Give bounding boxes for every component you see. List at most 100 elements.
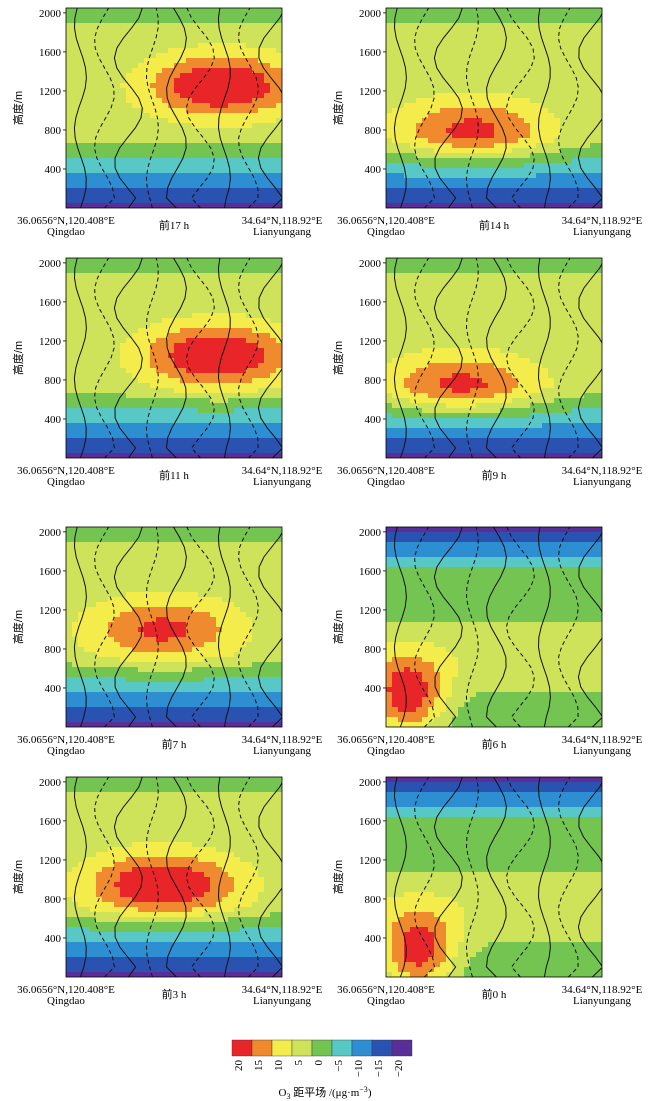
heatmap-cell <box>572 133 579 139</box>
heatmap-cell <box>416 408 423 414</box>
heatmap-cell <box>386 68 393 74</box>
heatmap-cell <box>270 188 277 194</box>
heatmap-cell <box>386 53 393 59</box>
heatmap-cell <box>228 333 235 339</box>
heatmap-cell <box>386 128 393 134</box>
heatmap-cell <box>506 198 513 204</box>
heatmap-cell <box>404 188 411 194</box>
heatmap-cell <box>548 73 555 79</box>
heatmap-cell <box>222 388 229 394</box>
heatmap-cell <box>132 178 139 184</box>
heatmap-cell <box>132 283 139 289</box>
heatmap-cell <box>584 148 591 154</box>
heatmap-cell <box>386 263 393 269</box>
heatmap-cell <box>174 18 181 24</box>
heatmap-cell <box>120 428 127 434</box>
heatmap-cell <box>192 13 199 19</box>
heatmap-cell <box>210 43 217 49</box>
heatmap-cell <box>258 38 265 44</box>
heatmap-cell <box>270 343 277 349</box>
heatmap-cell <box>410 188 417 194</box>
heatmap-cell <box>584 8 591 14</box>
heatmap-cell <box>392 98 399 104</box>
heatmap-cell <box>252 28 259 34</box>
heatmap-cell <box>512 118 519 124</box>
heatmap-cell <box>518 173 525 179</box>
heatmap-cell <box>446 158 453 164</box>
heatmap-cell <box>84 383 91 389</box>
heatmap-cell <box>234 373 241 379</box>
heatmap-cell <box>108 148 115 154</box>
heatmap-cell <box>84 413 91 419</box>
heatmap-cell <box>386 178 393 184</box>
heatmap-cell <box>186 48 193 54</box>
heatmap-cell <box>494 173 501 179</box>
heatmap-cell <box>198 163 205 169</box>
heatmap-cell <box>404 23 411 29</box>
heatmap-cell <box>150 443 157 449</box>
heatmap-cell <box>434 43 441 49</box>
heatmap-cell <box>186 158 193 164</box>
heatmap-cell <box>410 283 417 289</box>
heatmap-cell <box>566 108 573 114</box>
heatmap-cell <box>192 278 199 284</box>
heatmap-cell <box>84 53 91 59</box>
heatmap-cell <box>252 388 259 394</box>
heatmap-cell <box>524 133 531 139</box>
heatmap-cell <box>548 88 555 94</box>
heatmap-cell <box>168 93 175 99</box>
heatmap-cell <box>246 38 253 44</box>
heatmap-cell <box>192 258 199 264</box>
heatmap-cell <box>252 38 259 44</box>
heatmap-cell <box>264 348 271 354</box>
heatmap-cell <box>464 153 471 159</box>
heatmap-cell <box>264 43 271 49</box>
heatmap-cell <box>114 353 121 359</box>
heatmap-cell <box>174 198 181 204</box>
heatmap-cell <box>216 318 223 324</box>
heatmap-cell <box>180 348 187 354</box>
heatmap-cell <box>84 183 91 189</box>
heatmap-cell <box>192 423 199 429</box>
heatmap-cell <box>150 368 157 374</box>
heatmap-cell <box>530 53 537 59</box>
heatmap-cell <box>228 63 235 69</box>
heatmap-cell <box>416 38 423 44</box>
heatmap-cell <box>416 23 423 29</box>
heatmap-cell <box>446 113 453 119</box>
heatmap-cell <box>186 438 193 444</box>
heatmap-cell <box>422 348 429 354</box>
heatmap-cell <box>458 313 465 319</box>
heatmap-cell <box>584 203 591 208</box>
heatmap-cell <box>386 353 393 359</box>
heatmap-cell <box>150 183 157 189</box>
heatmap-cell <box>114 53 121 59</box>
heatmap-cell <box>120 173 127 179</box>
heatmap-cell <box>404 93 411 99</box>
heatmap-cell <box>524 83 531 89</box>
heatmap-cell <box>234 443 241 449</box>
x-right-coord: 34.64°N,118.92°E <box>562 215 643 227</box>
heatmap-cell <box>180 98 187 104</box>
heatmap-cell <box>132 193 139 199</box>
heatmap-cell <box>180 318 187 324</box>
heatmap-cell <box>216 158 223 164</box>
heatmap-cell <box>548 123 555 129</box>
heatmap-cell <box>410 168 417 174</box>
heatmap-cell <box>132 128 139 134</box>
heatmap-cell <box>584 93 591 99</box>
heatmap-cell <box>440 313 447 319</box>
heatmap-cell <box>210 83 217 89</box>
heatmap-cell <box>120 183 127 189</box>
heatmap-cell <box>416 43 423 49</box>
heatmap-cell <box>216 198 223 204</box>
heatmap-cell <box>90 138 97 144</box>
heatmap-cell <box>458 273 465 279</box>
heatmap-cell <box>66 393 73 399</box>
heatmap-cell <box>168 268 175 274</box>
heatmap-cell <box>428 148 435 154</box>
heatmap-cell <box>404 38 411 44</box>
heatmap-cell <box>464 133 471 139</box>
heatmap-cell <box>108 28 115 34</box>
heatmap-cell <box>548 68 555 74</box>
